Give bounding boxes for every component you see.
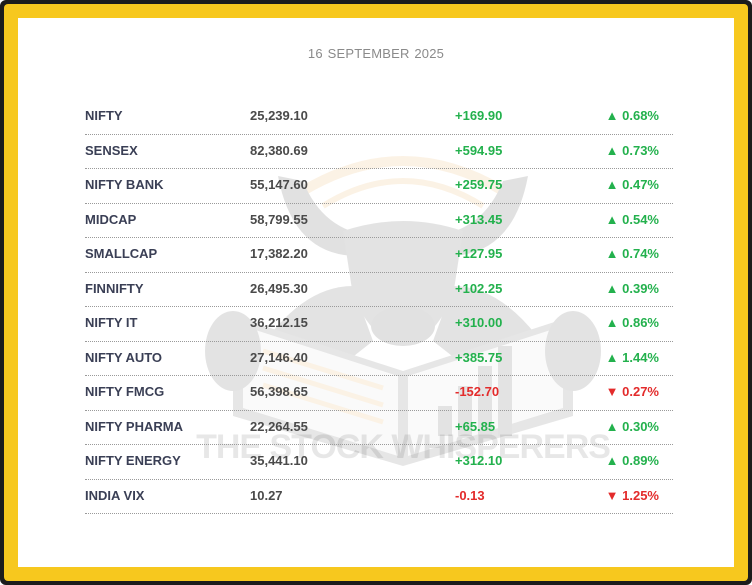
index-name: NIFTY <box>85 108 123 123</box>
index-percent-change: ▲ 0.54% <box>605 211 659 227</box>
index-percent-change: ▼ 0.27% <box>605 384 659 399</box>
index-percent-change: ▼ 1.25% <box>605 487 659 503</box>
index-name: NIFTY IT <box>85 315 138 330</box>
index-value: 36,212.15 <box>250 315 308 330</box>
index-value: 17,382.20 <box>250 246 308 261</box>
brand-watermark-text: THE STOCK WHISPERERS <box>196 428 611 466</box>
index-percent-change: ▲ 0.74% <box>605 246 659 261</box>
index-percent-change: ▲ 0.73% <box>605 142 659 158</box>
index-name: NIFTY ENERGY <box>85 453 181 468</box>
index-name: NIFTY PHARMA <box>85 418 183 434</box>
index-change: -0.13 <box>455 487 485 503</box>
index-percent-change: ▲ 0.47% <box>605 177 659 192</box>
index-change: +259.75 <box>455 177 503 192</box>
index-change: +169.90 <box>455 108 503 123</box>
index-name: NIFTY AUTO <box>85 349 163 365</box>
table-row: NIFTY FMCG 56,398.65 -152.70 ▼ 0.27% <box>85 376 673 411</box>
table-row: FINNIFTY 26,495.30 +102.25 ▲ 0.39% <box>85 273 673 307</box>
index-change: +310.00 <box>455 315 503 330</box>
index-percent-change: ▲ 0.39% <box>605 280 659 296</box>
index-value: 22,264.55 <box>250 418 308 434</box>
index-value: 58,799.55 <box>250 211 308 227</box>
index-name: NIFTY FMCG <box>85 384 165 399</box>
table-row: NIFTY PHARMA 22,264.55 +65.85 ▲ 0.30% <box>85 411 673 445</box>
index-value: 35,441.10 <box>250 453 308 468</box>
table-row: NIFTY BANK 55,147.60 +259.75 ▲ 0.47% <box>85 169 673 204</box>
index-percent-change: ▲ 0.68% <box>605 108 659 123</box>
index-change: +65.85 <box>455 418 496 434</box>
report-date: 16 SEPTEMBER 2025 <box>307 46 445 61</box>
index-change: +127.95 <box>455 246 503 261</box>
index-change: -152.70 <box>455 384 500 399</box>
table-row: MIDCAP 58,799.55 +313.45 ▲ 0.54% <box>85 204 673 238</box>
index-change: +313.45 <box>455 211 503 227</box>
index-value: 27,146.40 <box>250 349 308 365</box>
index-change: +102.25 <box>455 280 503 296</box>
table-row: NIFTY ENERGY 35,441.10 +312.10 ▲ 0.89% <box>85 445 673 480</box>
market-card: 16 SEPTEMBER 2025 THE STOCK WHISPERERS N… <box>18 18 734 567</box>
market-table: NIFTY 25,239.10 +169.90 ▲ 0.68% SENSEX 82,380… <box>85 100 673 514</box>
index-value: 56,398.65 <box>250 384 308 399</box>
index-name: FINNIFTY <box>85 280 144 296</box>
index-name: SMALLCAP <box>85 246 158 261</box>
index-value: 25,239.10 <box>250 108 308 123</box>
index-name: MIDCAP <box>85 211 137 227</box>
table-row: SENSEX 82,380.69 +594.95 ▲ 0.73% <box>85 135 673 169</box>
table-row: INDIA VIX 10.27 -0.13 ▼ 1.25% <box>85 480 673 514</box>
index-value: 55,147.60 <box>250 177 308 192</box>
table-row: NIFTY 25,239.10 +169.90 ▲ 0.68% <box>85 100 673 135</box>
table-row: SMALLCAP 17,382.20 +127.95 ▲ 0.74% <box>85 238 673 273</box>
index-percent-change: ▲ 1.44% <box>605 349 659 365</box>
index-change: +312.10 <box>455 453 503 468</box>
table-row: NIFTY IT 36,212.15 +310.00 ▲ 0.86% <box>85 307 673 342</box>
index-value: 82,380.69 <box>250 142 308 158</box>
index-percent-change: ▲ 0.30% <box>605 418 659 434</box>
index-change: +594.95 <box>455 142 503 158</box>
index-value: 10.27 <box>250 487 283 503</box>
table-row: NIFTY AUTO 27,146.40 +385.75 ▲ 1.44% <box>85 342 673 376</box>
index-change: +385.75 <box>455 349 503 365</box>
index-value: 26,495.30 <box>250 280 308 296</box>
index-name: INDIA VIX <box>85 487 145 503</box>
index-percent-change: ▲ 0.86% <box>605 315 659 330</box>
index-name: NIFTY BANK <box>85 177 164 192</box>
index-percent-change: ▲ 0.89% <box>605 453 659 468</box>
index-name: SENSEX <box>85 142 138 158</box>
